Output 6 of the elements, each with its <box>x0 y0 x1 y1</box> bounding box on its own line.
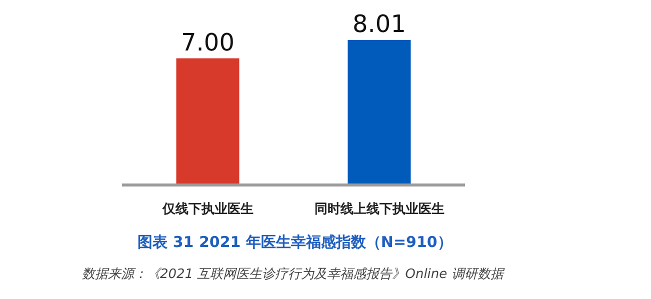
source-note: 数据来源：《2021 互联网医生诊疗行为及幸福感报告》Online 调研数据 <box>82 267 506 282</box>
data-label: 7.00 <box>181 28 234 56</box>
data-label: 8.01 <box>352 10 406 38</box>
x-tick-label: 同时线上线下执业医生 <box>314 202 444 217</box>
x-tick-label: 仅线下执业医生 <box>161 202 254 217</box>
text: 图表 31 2021 年医生幸福感指数（N=910） <box>138 233 452 251</box>
